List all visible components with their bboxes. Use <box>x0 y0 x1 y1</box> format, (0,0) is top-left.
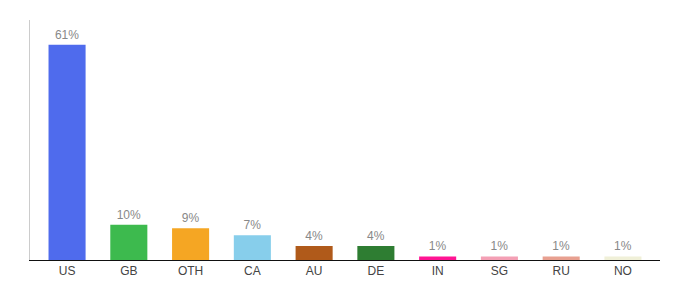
svg-text:US: US <box>59 264 76 278</box>
svg-text:1%: 1% <box>429 239 447 253</box>
svg-text:IN: IN <box>432 264 444 278</box>
svg-text:4%: 4% <box>305 229 323 243</box>
svg-text:CA: CA <box>244 264 261 278</box>
svg-text:7%: 7% <box>244 218 262 232</box>
svg-text:4%: 4% <box>367 229 385 243</box>
svg-text:OTH: OTH <box>178 264 203 278</box>
svg-text:61%: 61% <box>55 28 79 42</box>
svg-text:DE: DE <box>368 264 385 278</box>
svg-text:1%: 1% <box>491 239 509 253</box>
svg-text:9%: 9% <box>182 211 200 225</box>
svg-text:AU: AU <box>306 264 323 278</box>
svg-text:NO: NO <box>614 264 632 278</box>
svg-text:RU: RU <box>553 264 570 278</box>
svg-text:1%: 1% <box>614 239 632 253</box>
svg-text:10%: 10% <box>117 208 141 222</box>
svg-text:1%: 1% <box>552 239 570 253</box>
svg-text:GB: GB <box>120 264 137 278</box>
svg-text:SG: SG <box>491 264 508 278</box>
